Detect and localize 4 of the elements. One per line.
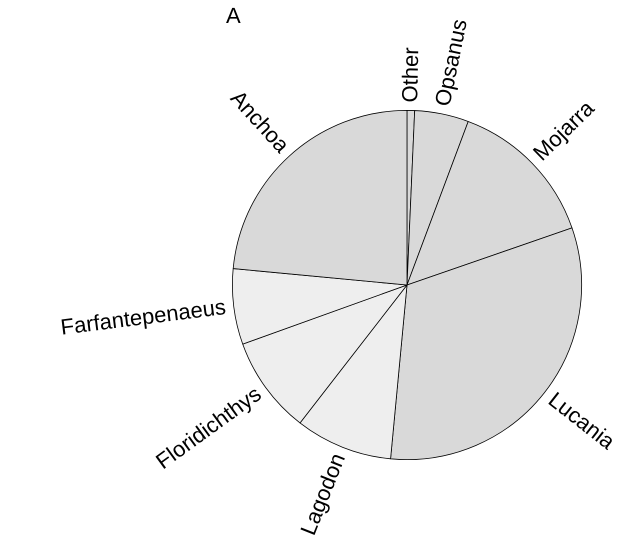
slice-label: Other [397,47,424,103]
slice-label: Opsanus [430,17,472,108]
slice-label: Farfantepenaeus [59,294,228,340]
chart-title: A [226,3,241,28]
